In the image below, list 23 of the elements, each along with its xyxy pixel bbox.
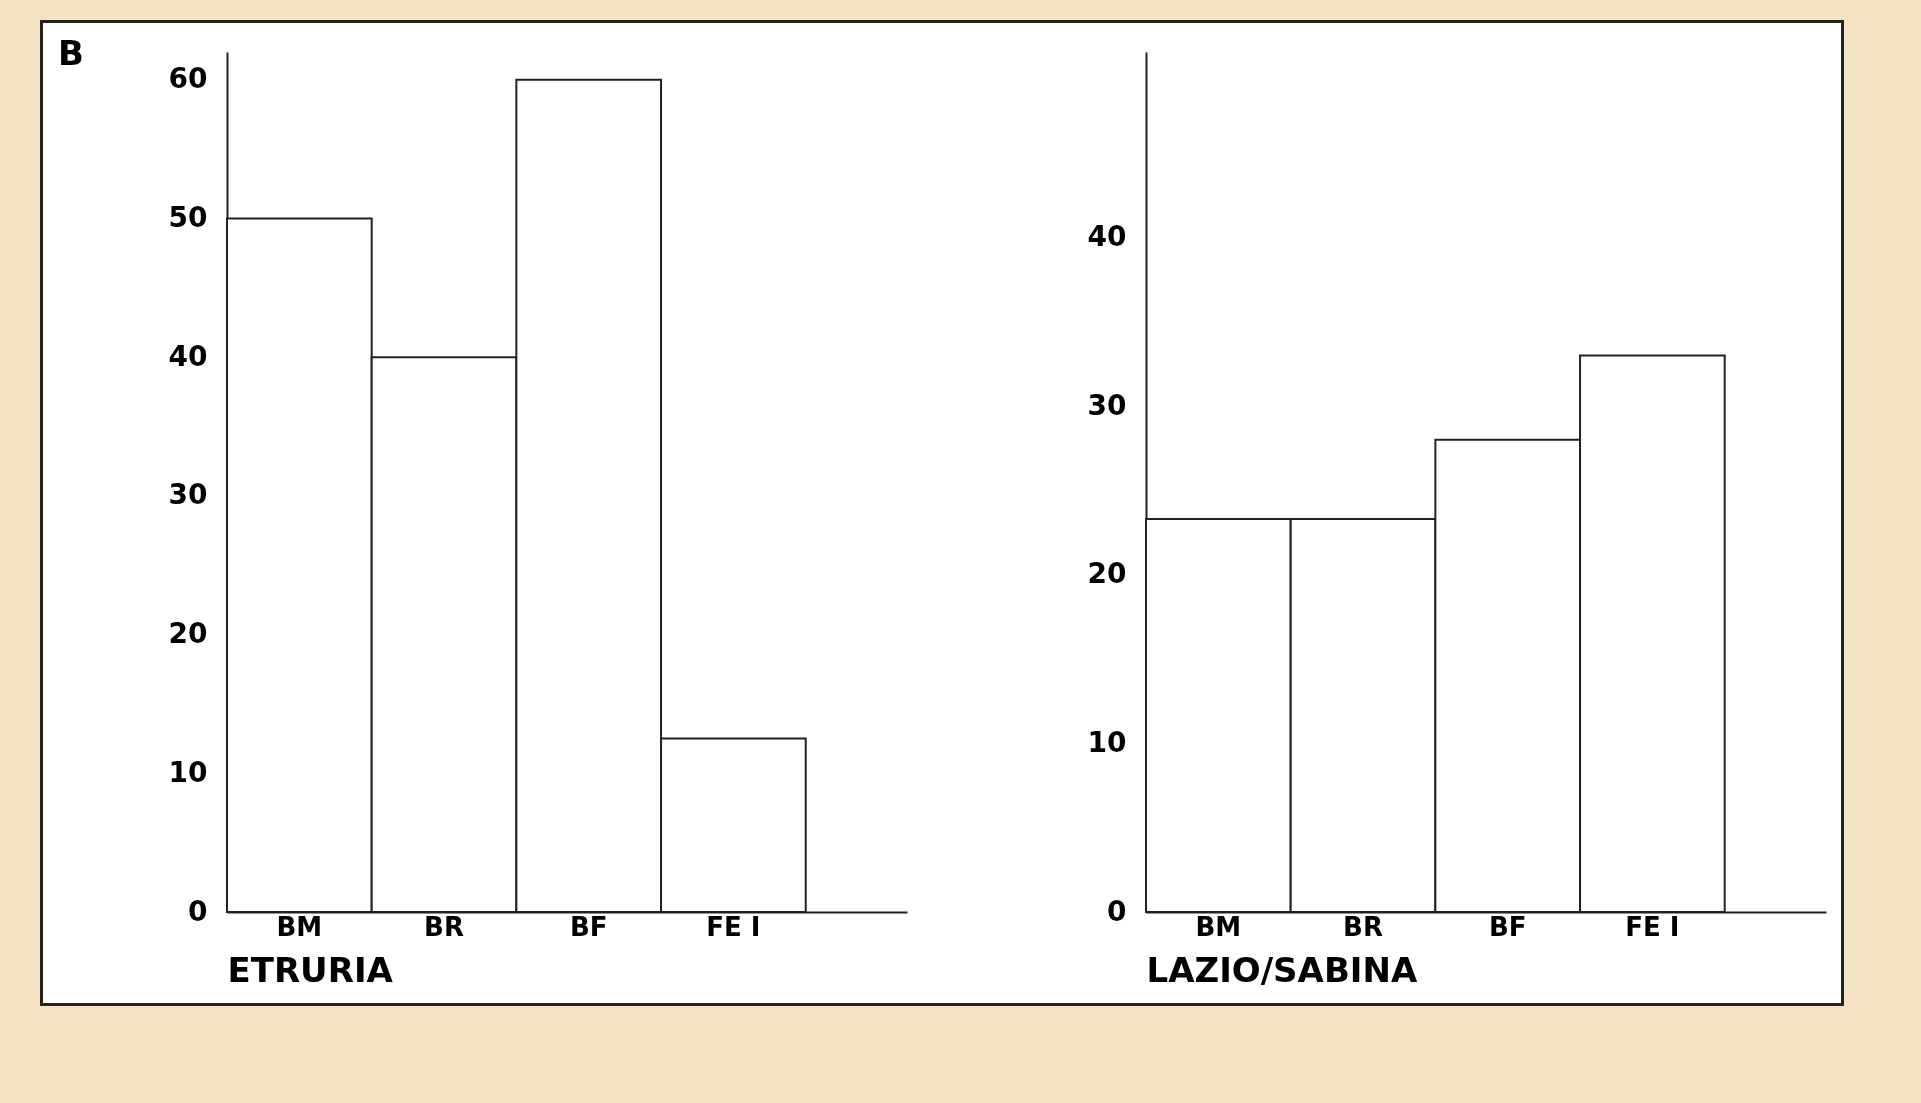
x-tick-label: BF xyxy=(1488,911,1527,942)
x-tick-label: BR xyxy=(424,911,464,942)
y-tick-label: 20 xyxy=(168,617,208,651)
x-tick-label: FE I xyxy=(706,911,761,942)
x-axis-title: LAZIO/SABINA xyxy=(1146,949,1418,990)
y-tick-label: 30 xyxy=(1087,388,1127,422)
y-tick-label: 30 xyxy=(168,478,208,512)
x-tick-label: FE I xyxy=(1625,911,1680,942)
x-axis-title: ETRURIA xyxy=(227,949,394,990)
y-tick-label: 50 xyxy=(168,200,208,234)
y-tick-label: 40 xyxy=(168,339,208,373)
y-tick-label: 60 xyxy=(168,62,208,96)
y-tick-label: 20 xyxy=(1087,557,1127,591)
y-tick-label: 10 xyxy=(168,755,208,789)
y-tick-label: 0 xyxy=(188,894,208,928)
y-tick-label: 10 xyxy=(1087,725,1127,759)
x-tick-label: BM xyxy=(276,911,323,942)
chart-title: B xyxy=(58,33,84,73)
x-tick-label: BR xyxy=(1343,911,1383,942)
x-tick-label: BF xyxy=(569,911,608,942)
x-tick-label: BM xyxy=(1195,911,1242,942)
y-tick-label: 0 xyxy=(1107,894,1127,928)
y-tick-label: 40 xyxy=(1087,219,1127,253)
